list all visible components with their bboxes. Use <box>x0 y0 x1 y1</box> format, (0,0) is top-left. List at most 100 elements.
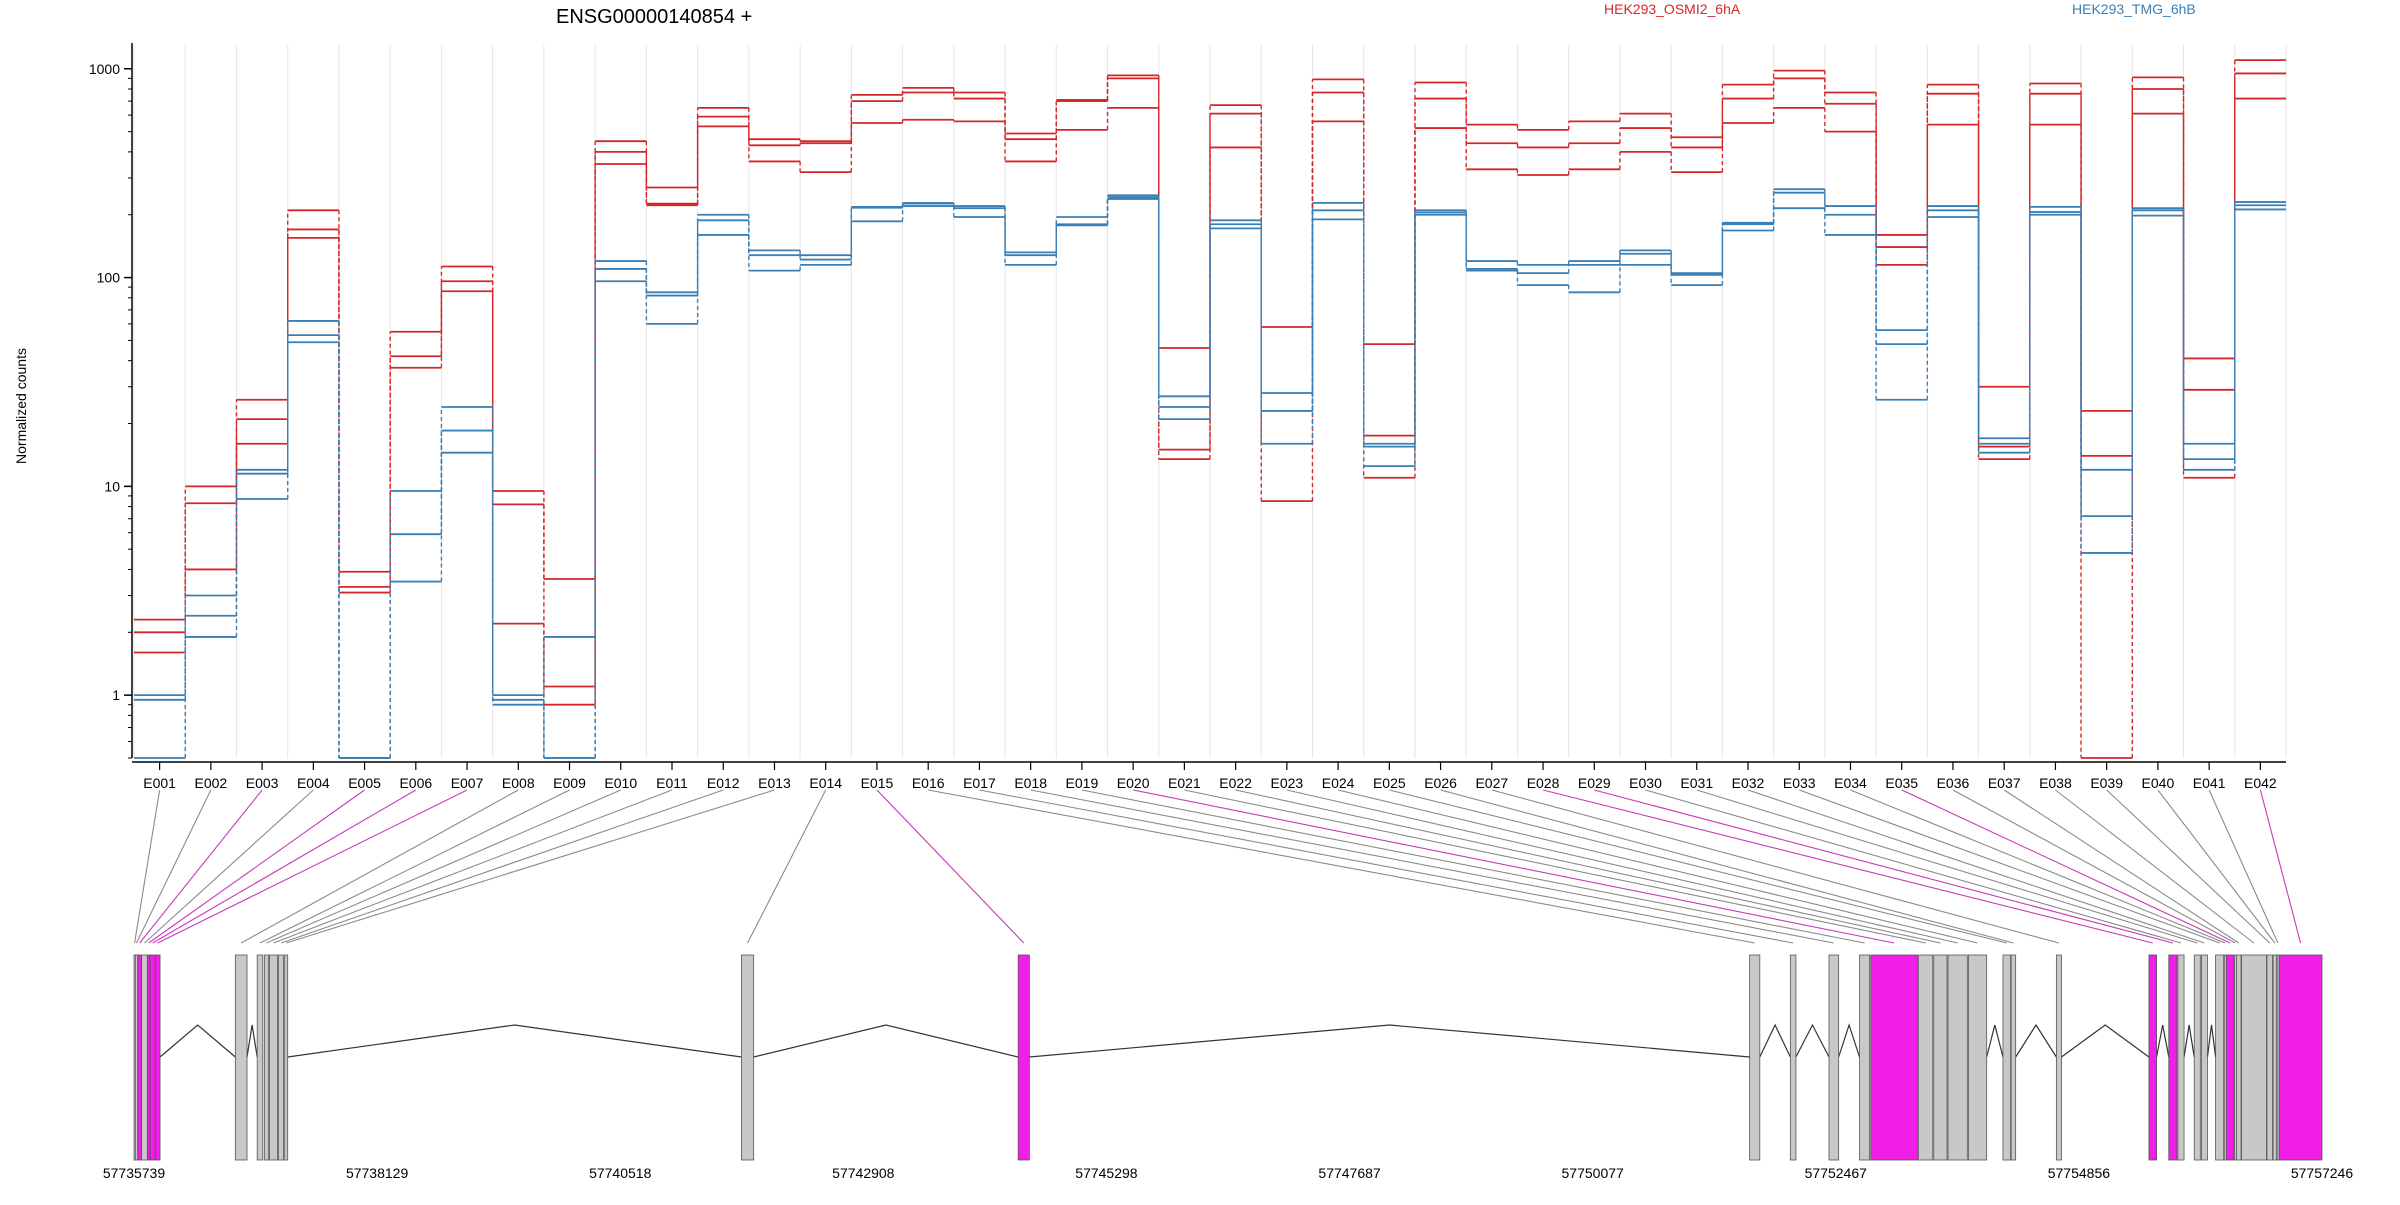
exon-connector <box>2106 789 2271 944</box>
exon-label-E017: E017 <box>963 775 996 791</box>
exon-label-E010: E010 <box>604 775 637 791</box>
gene-exon-box-19 <box>1859 954 1871 1161</box>
gene-exon-box-15 <box>1017 954 1030 1161</box>
y-axis-label: Normalized counts <box>13 348 29 464</box>
exon-label-E024: E024 <box>1322 775 1355 791</box>
gene-exon-box-35 <box>2225 954 2235 1161</box>
y-tick-label: 1000 <box>89 61 120 77</box>
gene-exon-box-6 <box>149 954 156 1161</box>
exon-label-E015: E015 <box>861 775 894 791</box>
exon-label-E011: E011 <box>656 775 688 791</box>
exon-label-E003: E003 <box>246 775 279 791</box>
exon-connector <box>259 789 570 944</box>
gene-exon-box-27 <box>2055 954 2062 1161</box>
exon-connector <box>1542 789 2153 944</box>
exon-label-E029: E029 <box>1578 775 1611 791</box>
exon-label-E025: E025 <box>1373 775 1406 791</box>
gene-exon-box-32 <box>2200 954 2208 1161</box>
exon-label-E019: E019 <box>1066 775 1099 791</box>
series-lines <box>134 59 2286 759</box>
exon-connector <box>1235 789 1941 944</box>
exon-label-E036: E036 <box>1937 775 1970 791</box>
exon-connector <box>1799 789 2220 944</box>
exon-label-E006: E006 <box>399 775 432 791</box>
gene-exon-box-33 <box>2215 954 2225 1161</box>
exon-connector <box>280 789 724 944</box>
gene-exon-box-26 <box>2010 954 2017 1161</box>
gene-exon-box-9 <box>256 954 264 1161</box>
exon-label-E021: E021 <box>1168 775 1201 791</box>
exon-connector <box>240 789 519 944</box>
gene-exon-box-22 <box>1933 954 1948 1161</box>
exon-connector <box>286 789 775 944</box>
exon-connector <box>2055 789 2255 944</box>
exon-label-E014: E014 <box>809 775 842 791</box>
gene-exon-box-30 <box>2177 954 2185 1161</box>
gene-exon-box-3 <box>137 954 142 1161</box>
intron-line <box>1838 1023 1861 1058</box>
exon-label-E009: E009 <box>553 775 586 791</box>
gene-exon-box-31 <box>2193 954 2201 1161</box>
exon-label-E035: E035 <box>1885 775 1918 791</box>
exon-connector <box>157 789 468 944</box>
exon-connector <box>876 789 1025 944</box>
exon-connector <box>1850 789 2226 944</box>
exon-connector <box>747 789 827 944</box>
intron-line <box>1029 1024 1750 1058</box>
coordinate-label: 57735739 <box>103 1165 166 1181</box>
intron-line <box>2183 1024 2195 1058</box>
gene-exon-box-42 <box>2278 954 2323 1161</box>
exon-label-E037: E037 <box>1988 775 2021 791</box>
exon-connector <box>2003 789 2240 944</box>
series-HEK293_TMG_6hB-rep3 <box>134 198 2286 759</box>
gene-exon-box-38 <box>2241 954 2267 1161</box>
exon-connector <box>134 789 161 944</box>
gene-exon-box-2 <box>134 954 139 1161</box>
intron-line <box>1759 1023 1791 1058</box>
exon-connector <box>139 789 263 944</box>
exon-connector <box>1184 789 1926 944</box>
exon-label-E012: E012 <box>707 775 740 791</box>
gene-exon-box-18 <box>1828 954 1840 1161</box>
coordinate-label: 57757246 <box>2291 1165 2354 1181</box>
exon-label-E008: E008 <box>502 775 535 791</box>
coordinate-label: 57747687 <box>1318 1165 1381 1181</box>
gene-exon-box-40 <box>2272 954 2278 1161</box>
coordinate-label: 57750077 <box>1562 1165 1625 1181</box>
gene-exon-box-14 <box>741 954 755 1161</box>
exon-connector <box>979 789 1794 944</box>
exon-connector <box>1133 789 1895 944</box>
gene-exon-box-7 <box>154 954 161 1161</box>
exon-label-E041: E041 <box>2193 775 2226 791</box>
exon-connector <box>1645 789 2182 944</box>
exon-connector <box>152 789 417 944</box>
exon-connector <box>1696 789 2198 944</box>
gene-exon-box-23 <box>1947 954 1968 1161</box>
gene-exon-box-13 <box>284 954 289 1161</box>
exon-label-E033: E033 <box>1783 775 1816 791</box>
exon-label-E031: E031 <box>1680 775 1713 791</box>
gene-exon-box-11 <box>269 954 278 1161</box>
exon-connector <box>1337 789 1978 944</box>
intron-line <box>753 1024 1019 1058</box>
gene-exon-box-16 <box>1749 954 1761 1161</box>
exon-connector <box>1747 789 2205 944</box>
exon-connector <box>1389 789 2007 944</box>
exon-label-E013: E013 <box>758 775 791 791</box>
intron-line <box>2206 1024 2217 1058</box>
exon-label-E020: E020 <box>1117 775 1150 791</box>
coordinate-label: 57738129 <box>346 1165 409 1181</box>
exon-connector <box>1286 789 1958 944</box>
exon-connector <box>135 789 212 944</box>
coordinate-label: 57740518 <box>589 1165 652 1181</box>
exon-connector <box>1952 789 2236 944</box>
coordinate-label: 57745298 <box>1075 1165 1138 1181</box>
exon-connector <box>1491 789 2060 944</box>
gene-model: 57735739 57738129 57740518 57742908 57745298… <box>103 954 2354 1181</box>
gene-exon-box-28 <box>2148 954 2157 1161</box>
gene-exon-box-25 <box>2002 954 2011 1161</box>
exon-connector <box>1081 789 1865 944</box>
gene-exon-box-4 <box>141 954 148 1161</box>
gene-exon-box-17 <box>1789 954 1797 1161</box>
